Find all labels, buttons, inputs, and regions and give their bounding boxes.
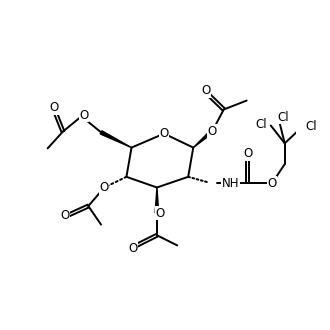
Text: O: O — [159, 127, 169, 140]
Text: O: O — [243, 147, 252, 160]
Text: O: O — [201, 84, 211, 97]
Text: Cl: Cl — [255, 118, 267, 131]
Text: O: O — [49, 101, 58, 114]
Polygon shape — [193, 130, 214, 148]
Text: O: O — [208, 125, 217, 138]
Text: Cl: Cl — [306, 120, 317, 133]
Text: O: O — [80, 109, 89, 122]
Text: NH: NH — [222, 177, 240, 190]
Text: Cl: Cl — [278, 111, 289, 124]
Polygon shape — [155, 187, 159, 213]
Text: O: O — [155, 207, 165, 220]
Text: O: O — [99, 181, 109, 194]
Polygon shape — [100, 131, 132, 148]
Text: O: O — [61, 209, 70, 222]
Text: O: O — [267, 177, 277, 190]
Text: O: O — [128, 242, 138, 255]
